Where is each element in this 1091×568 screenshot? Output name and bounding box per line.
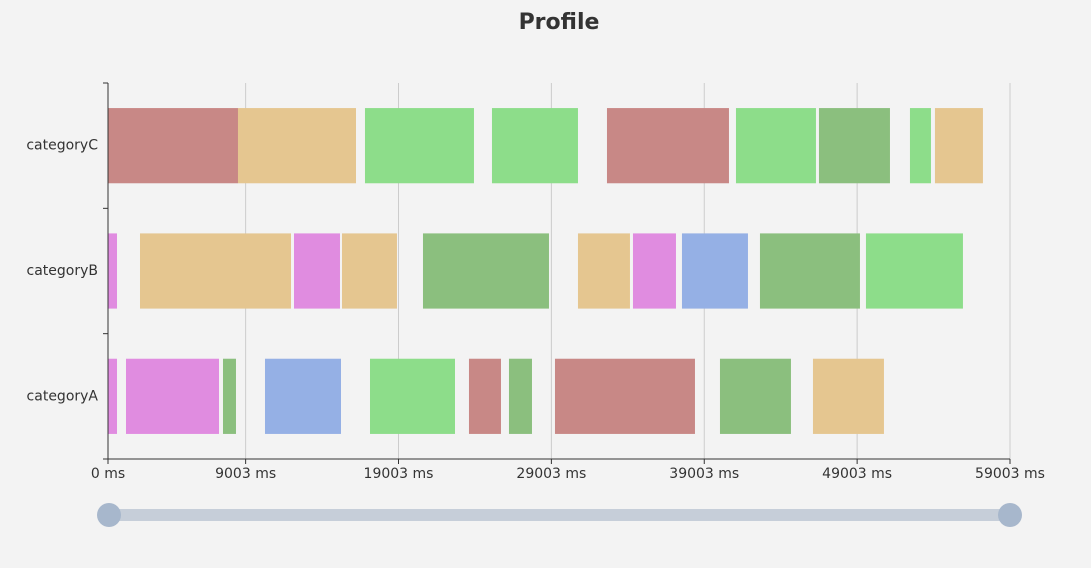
bar xyxy=(139,233,291,309)
x-tick-label: 59003 ms xyxy=(975,466,1045,482)
x-tick-label: 29003 ms xyxy=(516,466,586,482)
bar xyxy=(108,358,118,434)
bar xyxy=(577,233,630,309)
bar xyxy=(237,108,356,184)
bar xyxy=(909,108,931,184)
chart-title: Profile xyxy=(519,10,600,35)
bar xyxy=(491,108,578,184)
bar xyxy=(632,233,676,309)
bar xyxy=(681,233,748,309)
slider-handle[interactable] xyxy=(97,503,121,527)
x-tick-label: 0 ms xyxy=(91,466,125,482)
slider-handle[interactable] xyxy=(998,503,1022,527)
bar xyxy=(108,108,238,184)
bar xyxy=(554,358,695,434)
bar xyxy=(341,233,397,309)
x-tick-label: 19003 ms xyxy=(364,466,434,482)
slider-track[interactable] xyxy=(108,509,1011,521)
bar xyxy=(606,108,729,184)
zoom-slider[interactable] xyxy=(97,503,1022,527)
y-tick-label: categoryB xyxy=(27,263,98,279)
bar xyxy=(108,233,118,309)
bar xyxy=(818,108,890,184)
bar xyxy=(369,358,455,434)
x-tick-label: 9003 ms xyxy=(215,466,276,482)
bar xyxy=(468,358,501,434)
bar xyxy=(508,358,532,434)
x-tick-label: 49003 ms xyxy=(822,466,892,482)
bar xyxy=(364,108,474,184)
bar xyxy=(735,108,816,184)
bar xyxy=(865,233,963,309)
y-tick-label: categoryC xyxy=(26,138,98,154)
x-tick-label: 39003 ms xyxy=(669,466,739,482)
bar xyxy=(812,358,884,434)
bar xyxy=(293,233,340,309)
bar xyxy=(934,108,983,184)
bar xyxy=(125,358,220,434)
bar xyxy=(759,233,860,309)
bar xyxy=(222,358,236,434)
bar xyxy=(422,233,549,309)
y-tick-label: categoryA xyxy=(27,388,99,404)
bar xyxy=(264,358,341,434)
bar xyxy=(719,358,791,434)
